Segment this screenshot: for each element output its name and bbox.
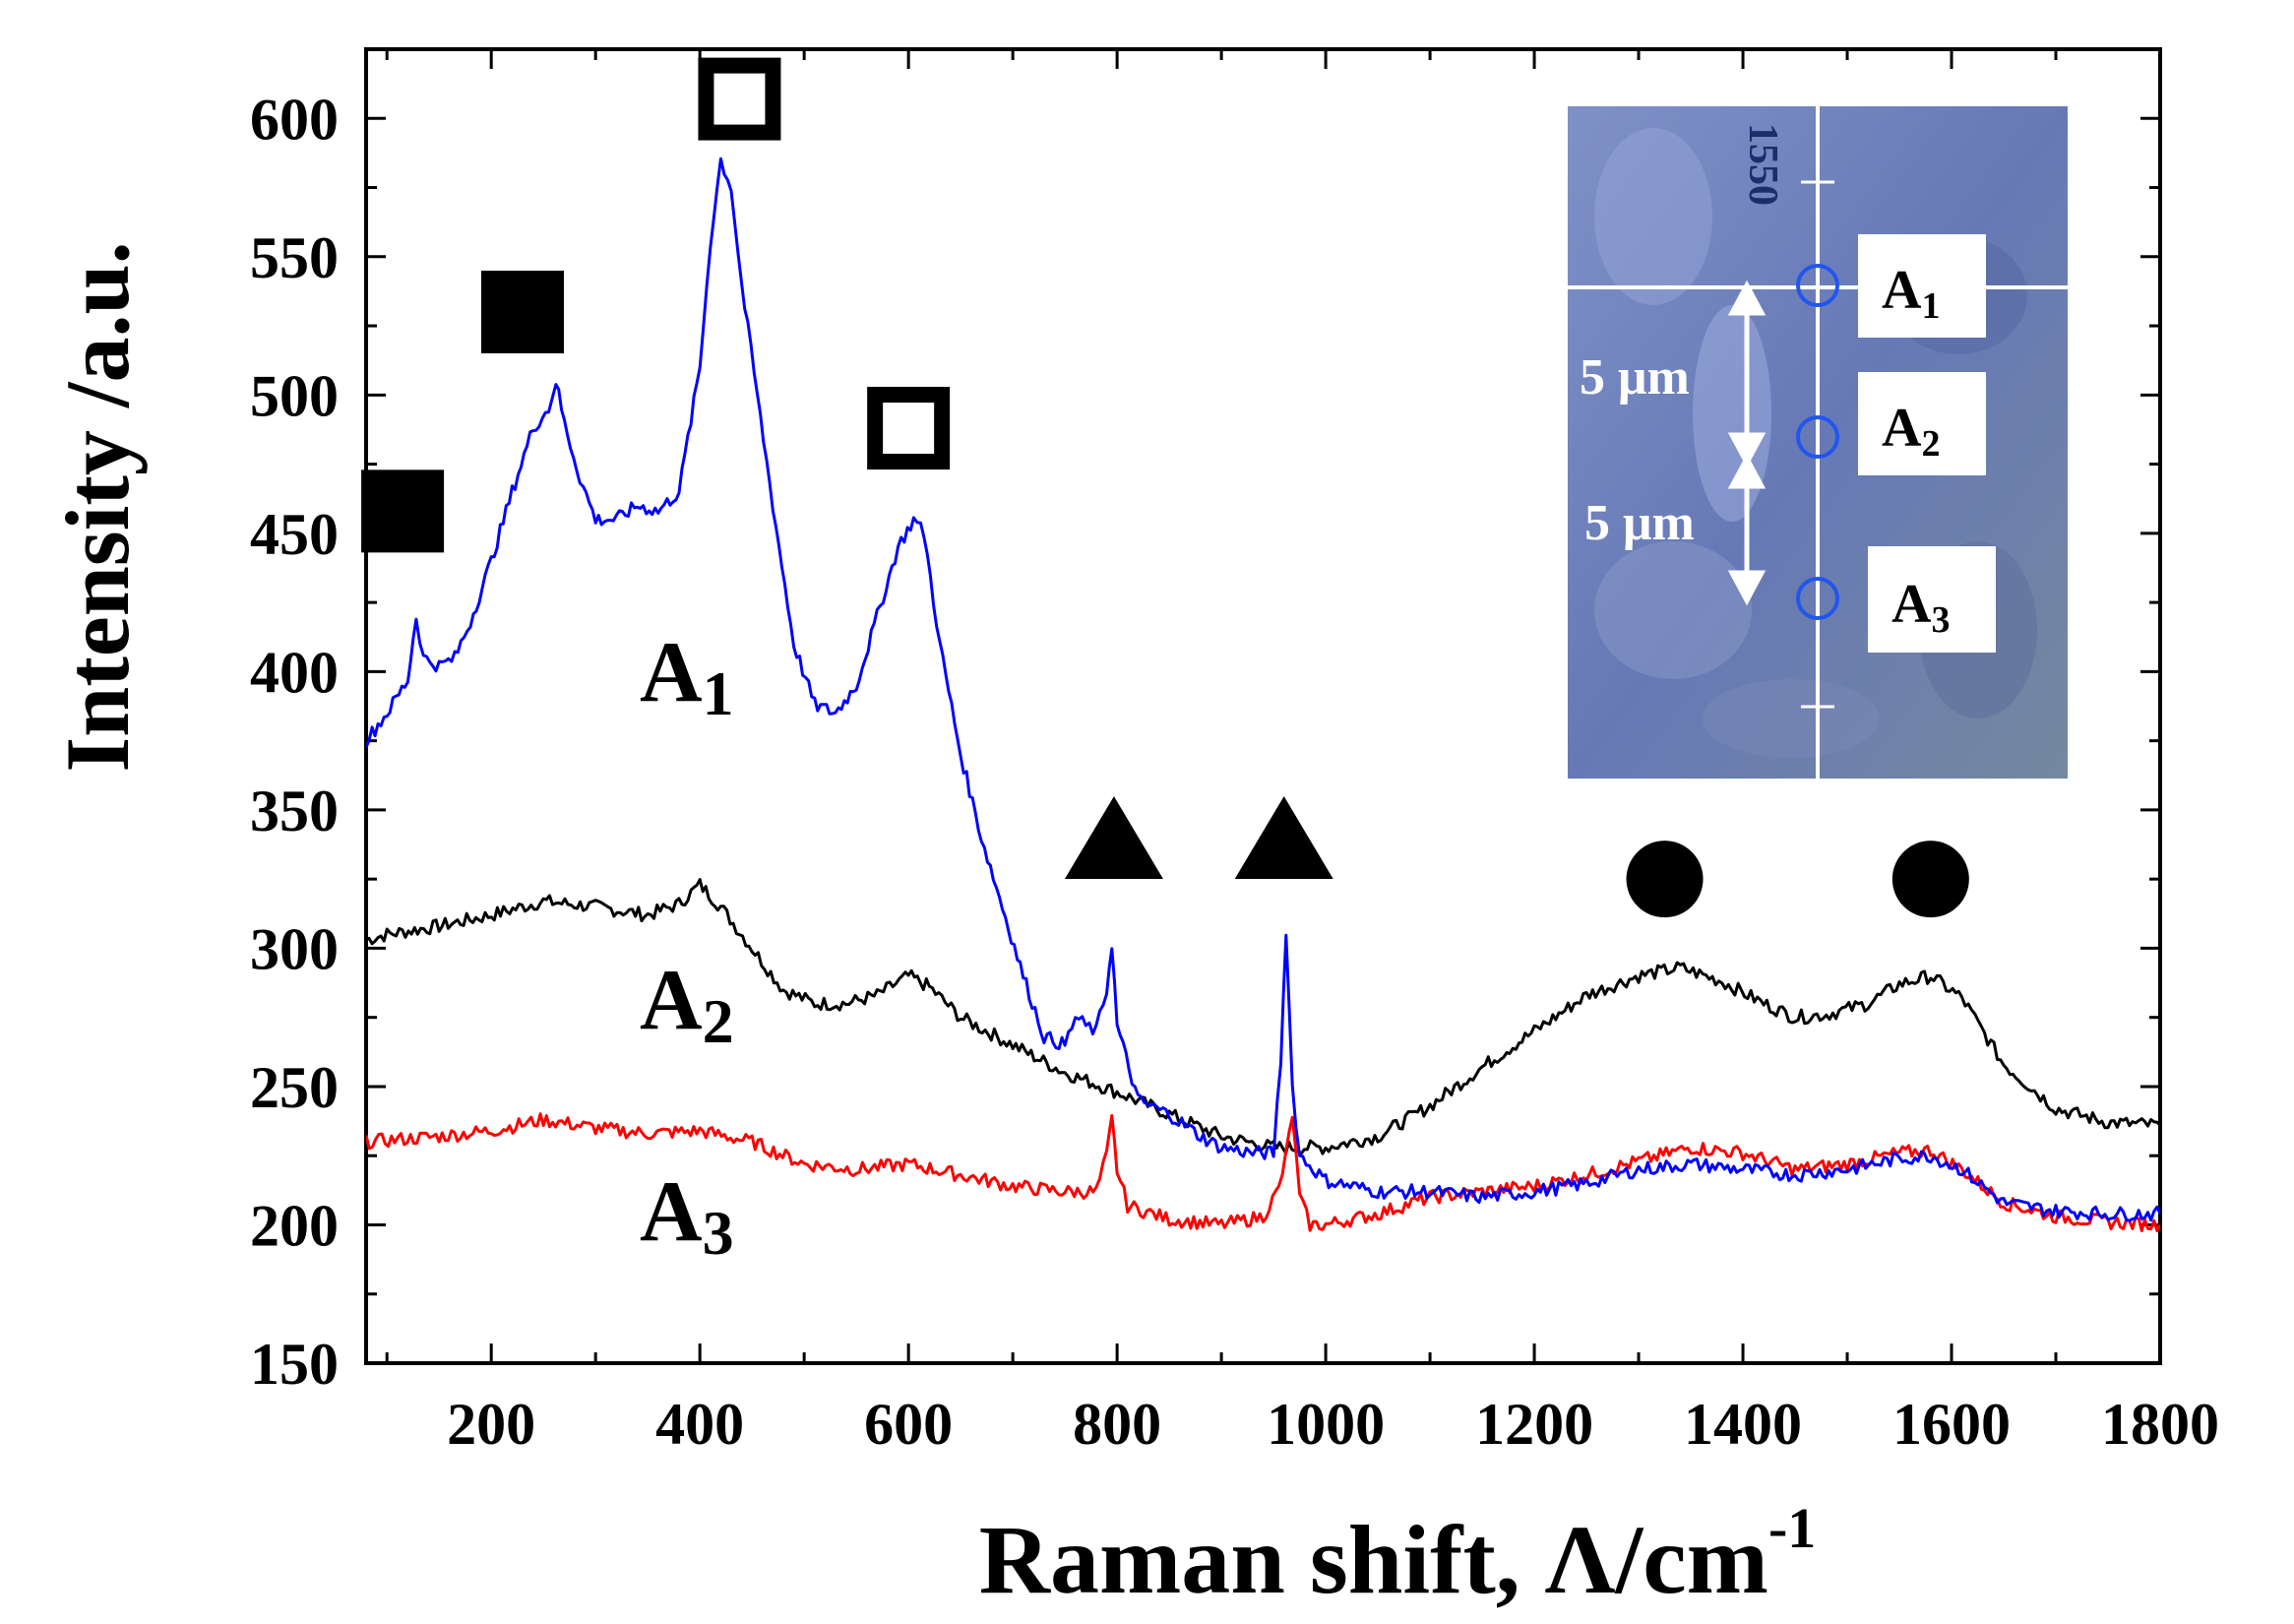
y-axis: 150 200 250 300 350 400 450 500 550 600 [250,47,2160,1397]
inset-label-a2: A2 [1882,398,1940,465]
peak-marker-filled-square [361,469,445,553]
x-tick-label: 800 [1073,1392,1161,1457]
inset-micrograph: 1550 A1 A2 A3 5 μm 5 μm [1568,106,2068,779]
x-axis-title: Raman shift, Λ/cm-1 [979,1496,1817,1614]
y-tick-label: 400 [250,640,339,705]
y-tick-label: 350 [250,779,339,843]
inset-spacing-label-2: 5 μm [1584,495,1695,551]
x-tick-label: 400 [655,1392,744,1457]
inset-label-a3: A3 [1891,574,1950,641]
x-tick-label: 1200 [1475,1392,1593,1457]
x-tick-label: 600 [864,1392,953,1457]
y-tick-label: 550 [250,225,339,290]
y-tick-label: 500 [250,363,339,428]
peak-marker-filled-triangle [1234,796,1333,879]
series-line-a1 [366,156,2160,1222]
series-label-a1: A1 [640,625,734,728]
inset-label-box-a3 [1868,546,1996,653]
y-tick-label: 600 [250,87,339,152]
peak-marker-open-square [698,57,781,141]
inset-spacing-label-1: 5 μm [1580,349,1690,406]
peak-marker-filled-circle [1891,841,1969,918]
series-label-a3: A3 [640,1164,734,1268]
inset-scale-label: 1550 [1740,123,1785,206]
x-tick-label: 200 [447,1392,535,1457]
y-tick-label: 450 [250,502,339,567]
inset-point-a2 [1796,415,1839,459]
peak-marker-filled-triangle [1064,796,1163,879]
series-line-a2 [366,878,2160,1156]
series-label-a2: A2 [640,953,734,1056]
x-axis: 200 400 600 800 1000 1200 1400 1600 1800 [385,49,2219,1457]
peak-marker-open-square [867,387,951,470]
x-tick-label: 1400 [1684,1392,1802,1457]
series-line-a3 [366,1112,2160,1232]
inset-label-box-a2 [1858,372,1986,475]
peak-marker-filled-square [480,271,564,353]
x-tick-label: 1600 [1892,1392,2011,1457]
inset-label-a1: A1 [1882,260,1940,327]
inset-label-box-a1 [1858,234,1986,338]
y-tick-label: 150 [250,1332,339,1397]
inset-point-a3 [1796,577,1839,620]
inset-spacing-arrows [1727,280,1767,606]
y-tick-label: 250 [250,1055,339,1120]
peak-marker-filled-circle [1626,841,1704,918]
series-lines [366,156,2160,1232]
peak-markers [361,57,1969,918]
plot-frame [364,47,2162,1365]
y-axis-title: Intensity /a.u. [47,241,148,772]
y-tick-label: 300 [250,916,339,981]
inset-point-a1 [1796,264,1839,307]
y-tick-label: 200 [250,1193,339,1258]
x-tick-label: 1000 [1267,1392,1385,1457]
x-tick-label: 1800 [2101,1392,2219,1457]
